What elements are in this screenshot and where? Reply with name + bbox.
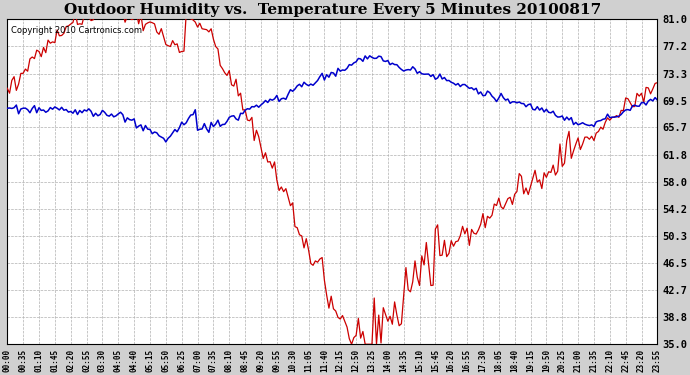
Title: Outdoor Humidity vs.  Temperature Every 5 Minutes 20100817: Outdoor Humidity vs. Temperature Every 5… <box>63 3 601 17</box>
Text: Copyright 2010 Cartronics.com: Copyright 2010 Cartronics.com <box>10 26 141 35</box>
